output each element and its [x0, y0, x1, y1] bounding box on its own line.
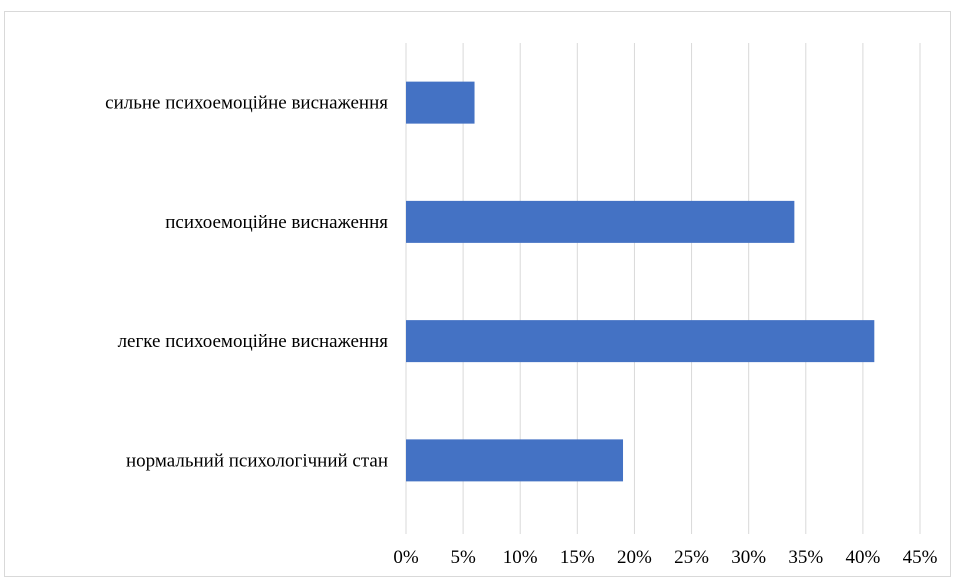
x-tick-label: 5%	[450, 547, 476, 568]
category-label: легке психоемоційне виснаження	[118, 331, 389, 352]
x-tick-label: 45%	[903, 547, 938, 568]
x-tick-label: 15%	[560, 547, 595, 568]
bar	[406, 81, 475, 124]
x-tick-label: 40%	[845, 547, 880, 568]
bar	[406, 439, 624, 482]
category-label: нормальний психологічний стан	[126, 450, 388, 471]
x-tick-label: 30%	[731, 547, 766, 568]
x-tick-label: 25%	[674, 547, 709, 568]
x-tick-labels: 0% 5% 10% 15% 20% 25% 30% 35% 40% 45%	[393, 547, 937, 568]
x-tick-label: 35%	[788, 547, 823, 568]
category-labels: сильне психоемоційне виснаження психоемоц…	[105, 93, 388, 472]
bars	[406, 81, 875, 482]
x-tick-label: 10%	[503, 547, 538, 568]
bar	[406, 320, 875, 363]
x-tick-label: 0%	[393, 547, 419, 568]
category-label: сильне психоемоційне виснаження	[105, 93, 388, 114]
bar	[406, 200, 795, 243]
chart-frame	[4, 11, 951, 577]
x-tick-label: 20%	[617, 547, 652, 568]
category-label: психоемоційне виснаження	[165, 212, 388, 233]
